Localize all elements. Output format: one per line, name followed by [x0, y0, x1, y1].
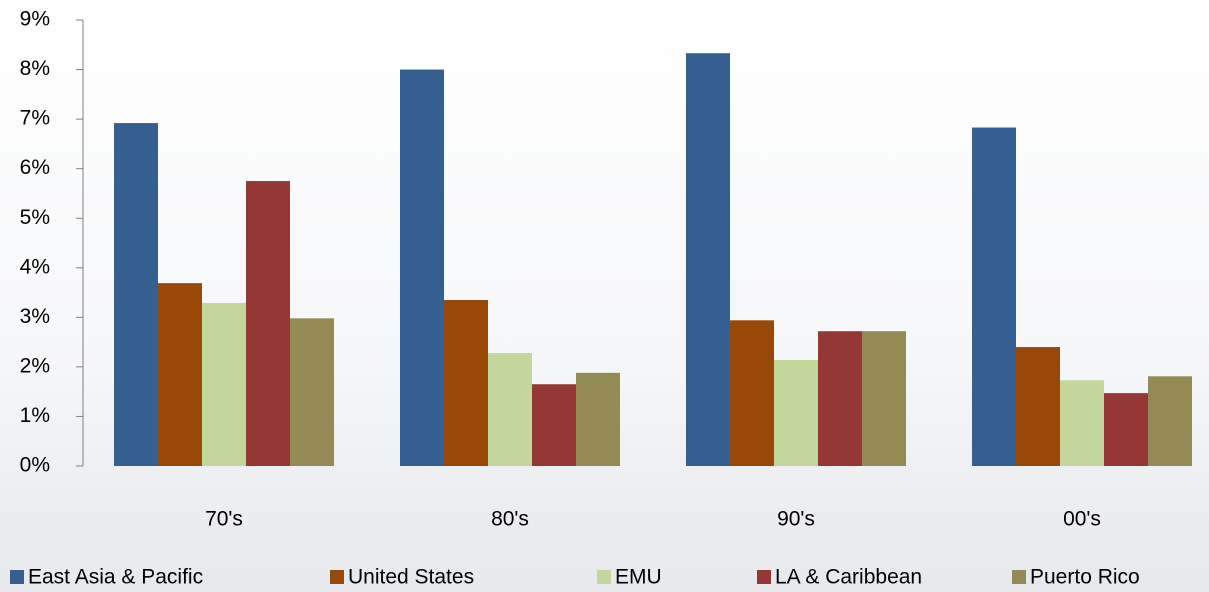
y-tick-label: 6% [20, 156, 50, 179]
bar [774, 359, 818, 466]
y-tick-label: 7% [20, 107, 50, 130]
y-tick-label: 8% [20, 57, 50, 80]
bar [488, 353, 532, 466]
bar [1060, 380, 1104, 466]
y-tick-label: 2% [20, 354, 50, 377]
y-tick-label: 3% [20, 305, 50, 328]
bar [114, 123, 158, 466]
y-tick-label: 9% [20, 8, 50, 31]
x-tick-label: 90's [777, 508, 815, 531]
bar [576, 372, 620, 466]
legend-swatch [330, 570, 344, 584]
bar [400, 69, 444, 467]
bar [158, 283, 202, 466]
bar [444, 299, 488, 466]
bar [972, 127, 1016, 466]
y-tick-label: 1% [20, 404, 50, 427]
legend-swatch [597, 570, 611, 584]
bar [290, 318, 334, 466]
bar [1016, 347, 1060, 466]
legend-label: LA & Caribbean [775, 566, 922, 589]
legend-label: EMU [615, 566, 662, 589]
legend-label: United States [348, 566, 474, 589]
x-tick-label: 80's [491, 508, 529, 531]
bar [1148, 376, 1192, 466]
legend-label: Puerto Rico [1030, 566, 1140, 589]
x-tick-label: 00's [1063, 508, 1101, 531]
x-tick-label: 70's [205, 508, 243, 531]
legend-label: East Asia & Pacific [28, 566, 203, 589]
legend-swatch [1012, 570, 1026, 584]
bar [862, 331, 906, 466]
bar [246, 181, 290, 467]
y-tick-label: 5% [20, 206, 50, 229]
y-tick-label: 0% [20, 454, 50, 477]
bar [202, 302, 246, 466]
bar [818, 331, 862, 466]
bar [1104, 393, 1148, 466]
y-tick-label: 4% [20, 255, 50, 278]
bar [730, 320, 774, 466]
legend-swatch [10, 570, 24, 584]
bar [686, 53, 730, 467]
bar [532, 384, 576, 466]
legend-swatch [757, 570, 771, 584]
